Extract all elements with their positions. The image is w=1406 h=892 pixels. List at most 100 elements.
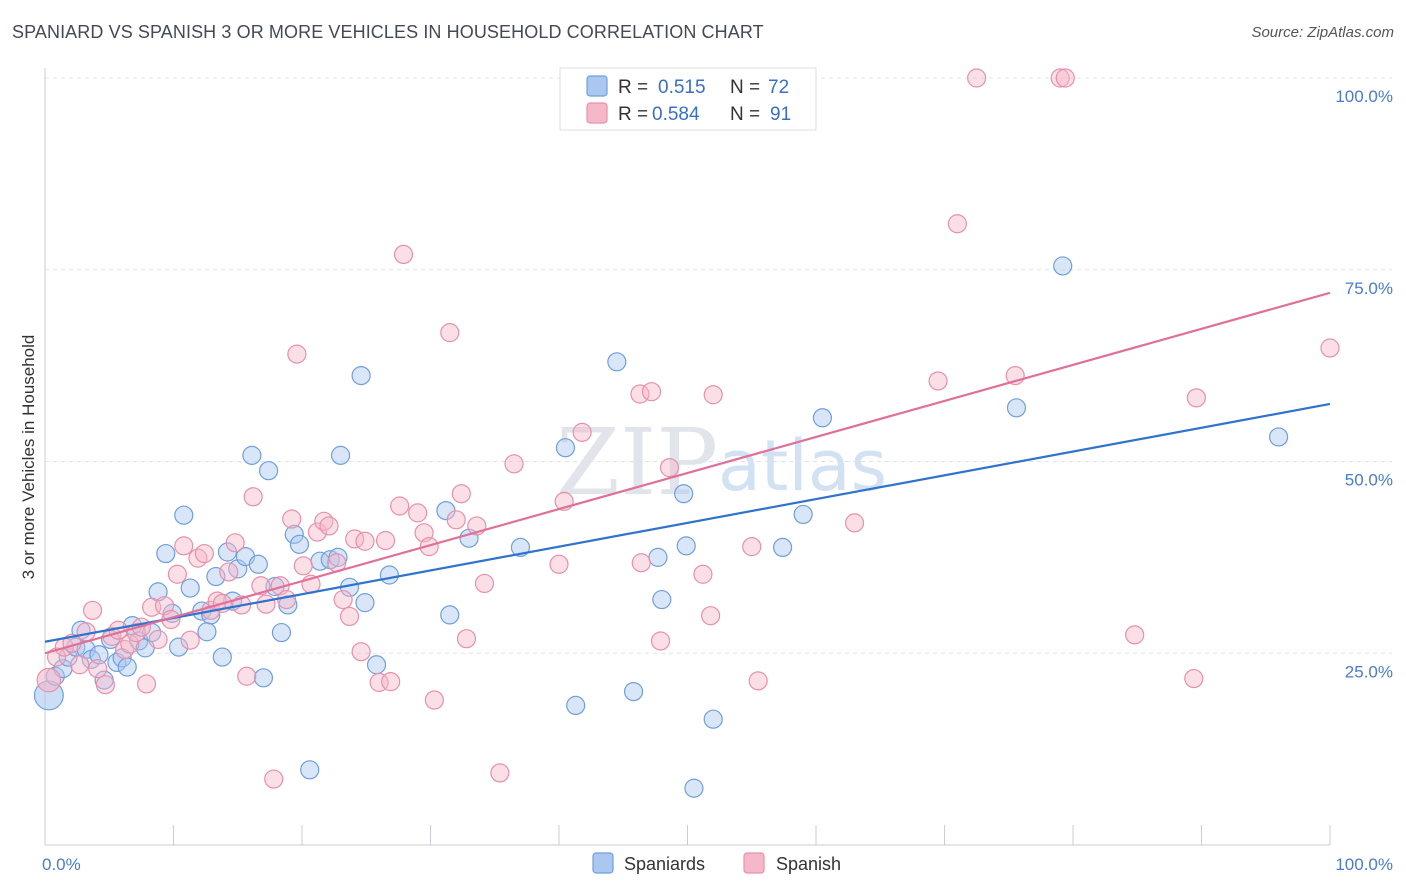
spanish-point-8 (95, 675, 115, 695)
spaniards-point-41 (289, 534, 310, 554)
bottom-legend-label-spaniards: Spaniards (624, 854, 705, 874)
spanish-point-85 (967, 68, 987, 88)
spanish-point-49 (351, 642, 371, 662)
spanish-point-56 (408, 503, 428, 523)
watermark-atlas: atlas (718, 425, 887, 507)
y-tick-label-75: 75.0% (1345, 279, 1393, 298)
spaniards-point-64 (684, 778, 704, 798)
spanish-point-20 (167, 564, 187, 584)
spanish-point-80 (748, 671, 768, 691)
spanish-point-75 (659, 458, 680, 478)
y-tick-label-100: 100.0% (1335, 87, 1393, 106)
spanish-point-67 (504, 454, 524, 474)
spaniards-point-68 (812, 408, 833, 428)
spanish-point-63 (456, 629, 477, 649)
spaniards-point-48 (351, 365, 371, 386)
spaniards-point-19 (156, 543, 176, 564)
spaniards-point-8 (89, 645, 109, 665)
series-spanish-points (36, 68, 1340, 789)
spanish-point-59 (424, 690, 444, 710)
spanish-point-65 (474, 573, 495, 594)
spaniards-point-42 (300, 760, 320, 780)
legend-n-label-1: N = (730, 77, 760, 98)
spanish-point-38 (282, 509, 302, 529)
spaniards-point-60 (648, 547, 668, 567)
spanish-point-39 (287, 344, 307, 364)
spanish-point-77 (701, 606, 721, 626)
spanish-point-72 (631, 553, 651, 573)
legend-n-value-2: 91 (770, 104, 791, 125)
spanish-point-88 (1055, 68, 1075, 88)
spaniards-point-59 (623, 681, 644, 702)
bottom-legend: Spaniards Spanish (592, 852, 841, 874)
spaniards-point-21 (169, 637, 189, 657)
legend-n-label-2: N = (730, 104, 760, 125)
spanish-point-12 (120, 634, 140, 654)
spaniards-point-51 (379, 565, 399, 585)
spaniards-point-23 (180, 578, 200, 598)
spanish-point-70 (572, 422, 592, 442)
spanish-point-73 (641, 382, 662, 402)
spaniards-point-62 (674, 484, 694, 504)
legend-r-value-2: 0.584 (652, 104, 700, 125)
y-tick-label-25: 25.0% (1345, 662, 1393, 681)
spanish-point-50 (355, 531, 375, 551)
spanish-point-4 (70, 655, 90, 675)
spaniards-point-46 (330, 445, 351, 465)
spanish-point-47 (339, 606, 360, 627)
spanish-point-44 (319, 516, 339, 536)
spanish-point-15 (136, 674, 157, 694)
spanish-point-76 (693, 564, 713, 584)
legend-r-label-1: R = (618, 77, 648, 98)
spaniards-point-36 (258, 461, 279, 481)
spaniards-point-49 (355, 593, 375, 613)
spaniards-point-66 (772, 537, 793, 558)
spaniards-point-38 (271, 622, 292, 643)
spaniards-point-53 (440, 605, 460, 625)
trend-line-spanish (44, 291, 1331, 655)
spanish-point-71 (630, 384, 650, 404)
spanish-point-42 (307, 522, 328, 542)
spanish-point-28 (219, 562, 239, 582)
spanish-point-58 (419, 537, 439, 557)
spanish-point-31 (237, 666, 257, 686)
spanish-point-34 (256, 594, 276, 614)
spanish-point-84 (947, 214, 967, 234)
spanish-point-7 (88, 658, 108, 679)
spaniards-point-25 (197, 622, 217, 642)
spanish-point-91 (1186, 388, 1206, 408)
bottom-legend-swatch-spaniards (592, 852, 614, 874)
spaniards-point-34 (248, 554, 268, 574)
spaniards-point-33 (242, 445, 262, 465)
trend-line-spaniards (44, 402, 1331, 643)
spaniards-point-57 (566, 695, 586, 716)
legend-r-value-1: 0.515 (658, 77, 706, 98)
spanish-point-83 (928, 371, 948, 391)
spaniards-point-22 (174, 505, 194, 525)
spanish-point-82 (844, 513, 865, 533)
spanish-point-66 (490, 763, 510, 783)
chart-title: SPANIARD VS SPANISH 3 OR MORE VEHICLES I… (12, 22, 764, 42)
spaniards-point-70 (1053, 256, 1073, 276)
spanish-point-40 (293, 556, 313, 576)
x-tick-label-max: 100.0% (1335, 855, 1393, 874)
y-tick-labels: 25.0% 50.0% 75.0% 100.0% (1335, 87, 1393, 681)
spanish-point-29 (225, 533, 245, 553)
spanish-point-60 (440, 323, 460, 343)
spaniards-point-50 (366, 655, 387, 675)
spanish-point-61 (446, 510, 466, 530)
spanish-point-62 (451, 484, 471, 504)
spanish-point-11 (115, 639, 135, 660)
legend-box: R = 0.515 N = 72 R = 0.584 N = 91 (559, 67, 817, 131)
spanish-point-90 (1184, 668, 1204, 689)
spanish-point-89 (1125, 625, 1145, 645)
x-ticks (173, 825, 1331, 845)
spaniards-point-58 (607, 352, 627, 372)
spanish-point-68 (549, 554, 569, 574)
spaniards-point-65 (703, 709, 723, 729)
spanish-point-5 (76, 622, 96, 642)
spanish-point-0 (36, 667, 62, 693)
spaniards-point-69 (1006, 398, 1027, 418)
spanish-point-87 (1050, 68, 1070, 88)
